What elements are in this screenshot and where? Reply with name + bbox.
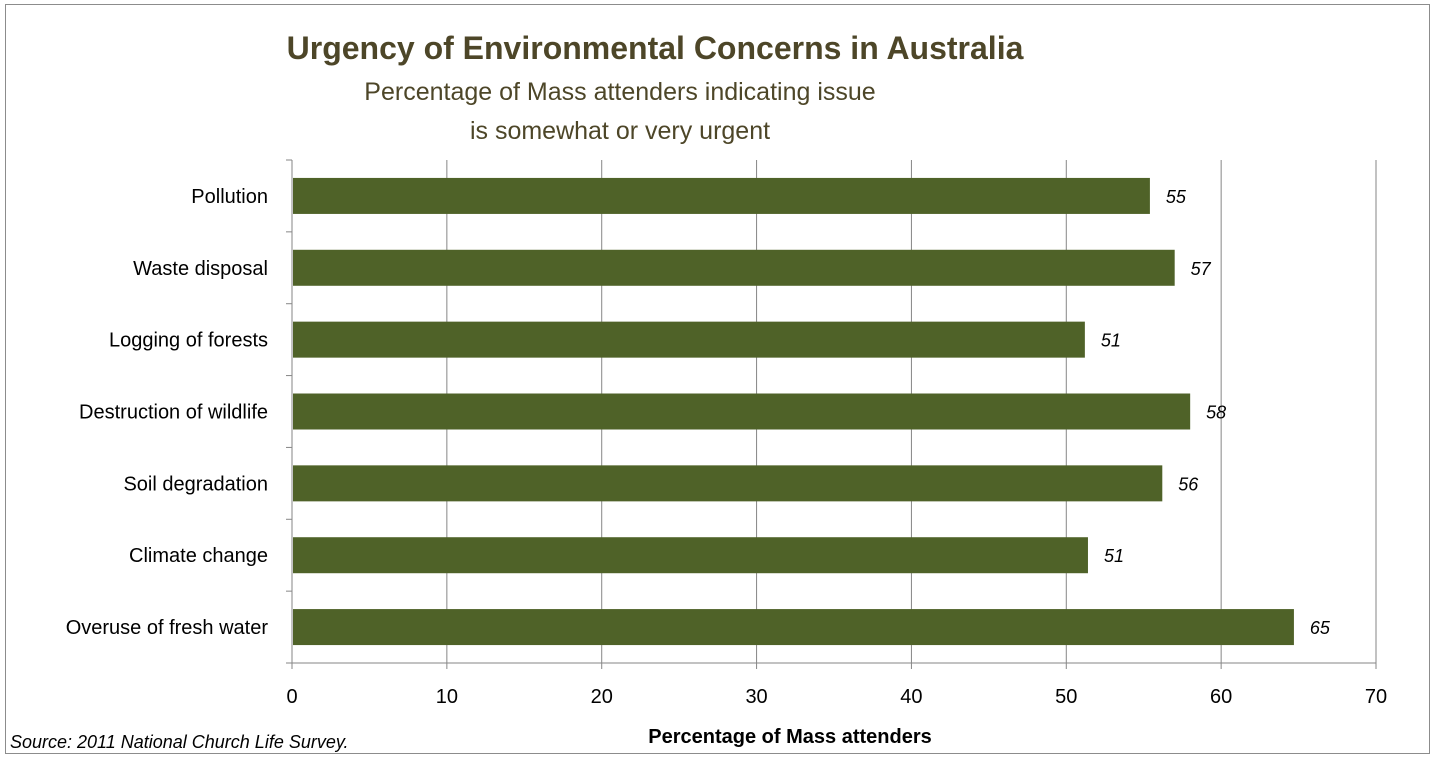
bar-3 <box>293 393 1191 430</box>
data-label-2: 51 <box>1101 331 1121 351</box>
chart-title: Urgency of Environmental Concerns in Aus… <box>286 30 1024 66</box>
data-label-4: 56 <box>1178 474 1199 494</box>
x-tick-label-20: 20 <box>591 686 613 708</box>
x-tick-label-60: 60 <box>1210 686 1232 708</box>
category-label-1: Waste disposal <box>133 258 268 280</box>
category-label-0: Pollution <box>191 186 268 208</box>
x-tick-label-0: 0 <box>286 686 297 708</box>
x-tick-label-40: 40 <box>900 686 922 708</box>
bar-4 <box>293 465 1163 502</box>
category-label-3: Destruction of wildlife <box>79 402 268 424</box>
x-tick-label-10: 10 <box>436 686 458 708</box>
chart-subtitle-line-2: is somewhat or very urgent <box>469 117 771 145</box>
bar-0 <box>293 177 1150 214</box>
bar-6 <box>293 609 1294 646</box>
data-label-6: 65 <box>1310 618 1331 638</box>
x-tick-label-50: 50 <box>1055 686 1077 708</box>
data-label-5: 51 <box>1104 546 1124 566</box>
data-label-0: 55 <box>1166 187 1187 207</box>
data-label-1: 57 <box>1191 259 1212 279</box>
source-note: Source: 2011 National Church Life Survey… <box>10 732 349 752</box>
x-tick-label-30: 30 <box>745 686 767 708</box>
x-tick-label-70: 70 <box>1365 686 1387 708</box>
category-label-4: Soil degradation <box>123 473 268 495</box>
chart-subtitle-line-1: Percentage of Mass attenders indicating … <box>364 78 876 106</box>
category-label-5: Climate change <box>129 545 268 567</box>
x-axis-title: Percentage of Mass attenders <box>648 726 932 748</box>
bar-5 <box>293 537 1088 574</box>
bar-1 <box>293 249 1175 286</box>
bar-2 <box>293 321 1085 358</box>
data-label-3: 58 <box>1206 403 1226 423</box>
category-label-2: Logging of forests <box>109 330 268 352</box>
category-label-6: Overuse of fresh water <box>66 617 269 639</box>
